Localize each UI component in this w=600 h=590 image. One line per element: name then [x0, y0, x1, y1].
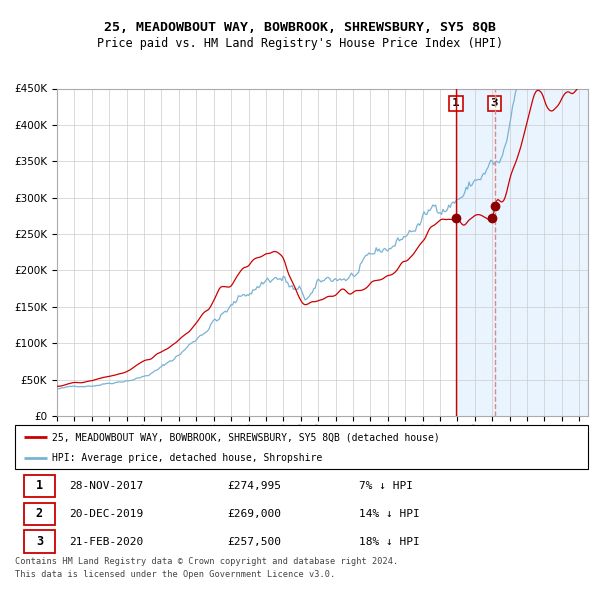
- Text: Price paid vs. HM Land Registry's House Price Index (HPI): Price paid vs. HM Land Registry's House …: [97, 37, 503, 50]
- Text: £269,000: £269,000: [227, 509, 281, 519]
- Text: 21-FEB-2020: 21-FEB-2020: [70, 537, 143, 547]
- Bar: [456, 88, 588, 416]
- FancyBboxPatch shape: [23, 530, 55, 553]
- Text: 25, MEADOWBOUT WAY, BOWBROOK, SHREWSBURY, SY5 8QB: 25, MEADOWBOUT WAY, BOWBROOK, SHREWSBURY…: [104, 21, 496, 34]
- Text: 25, MEADOWBOUT WAY, BOWBROOK, SHREWSBURY, SY5 8QB (detached house): 25, MEADOWBOUT WAY, BOWBROOK, SHREWSBURY…: [52, 432, 440, 442]
- Text: HPI: Average price, detached house, Shropshire: HPI: Average price, detached house, Shro…: [52, 453, 322, 463]
- Text: 1: 1: [452, 99, 460, 109]
- Text: Contains HM Land Registry data © Crown copyright and database right 2024.: Contains HM Land Registry data © Crown c…: [15, 558, 398, 566]
- Text: This data is licensed under the Open Government Licence v3.0.: This data is licensed under the Open Gov…: [15, 571, 335, 579]
- Text: 18% ↓ HPI: 18% ↓ HPI: [359, 537, 419, 547]
- Text: 1: 1: [36, 480, 43, 493]
- Text: 28-NOV-2017: 28-NOV-2017: [70, 481, 143, 491]
- Text: 3: 3: [36, 535, 43, 548]
- Text: 3: 3: [491, 99, 499, 109]
- FancyBboxPatch shape: [23, 503, 55, 525]
- Text: £257,500: £257,500: [227, 537, 281, 547]
- FancyBboxPatch shape: [15, 425, 588, 469]
- FancyBboxPatch shape: [23, 474, 55, 497]
- Text: 20-DEC-2019: 20-DEC-2019: [70, 509, 143, 519]
- Text: 2: 2: [36, 507, 43, 520]
- Text: £274,995: £274,995: [227, 481, 281, 491]
- Text: 7% ↓ HPI: 7% ↓ HPI: [359, 481, 413, 491]
- Text: 14% ↓ HPI: 14% ↓ HPI: [359, 509, 419, 519]
